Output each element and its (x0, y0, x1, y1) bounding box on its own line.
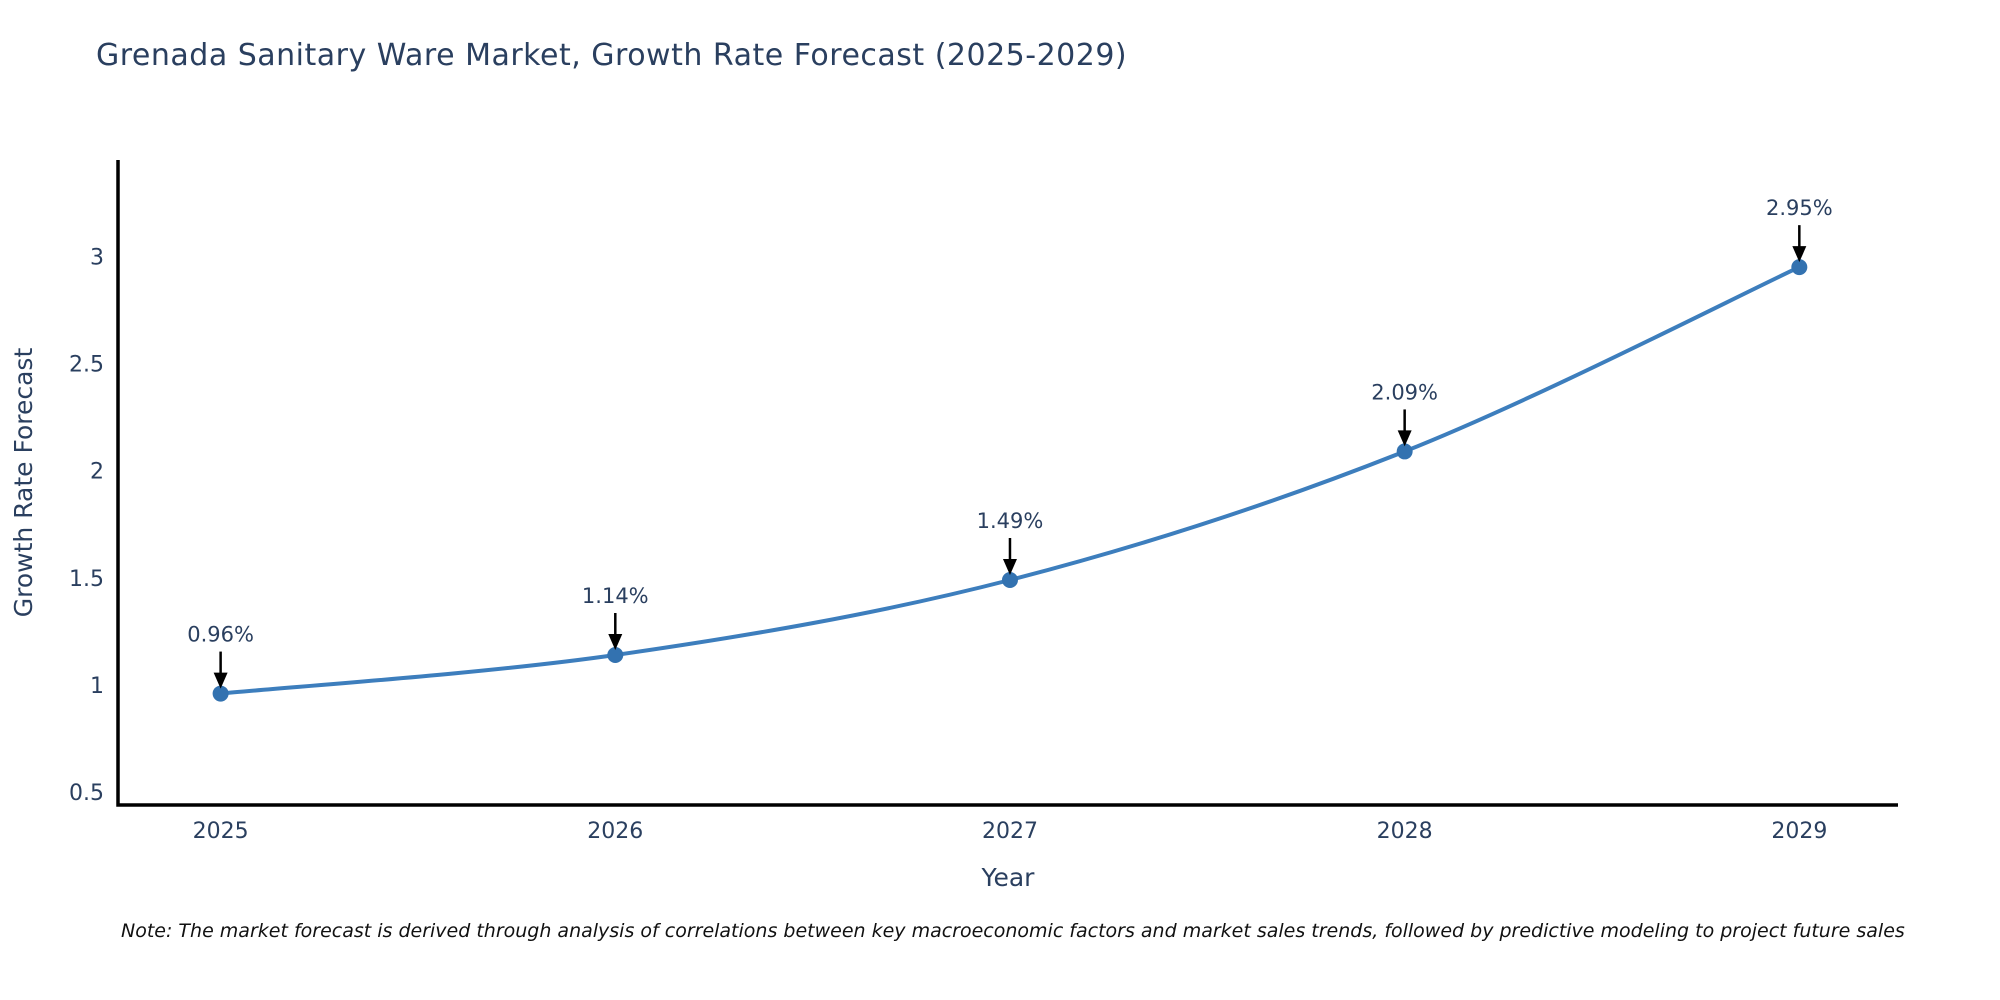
annotation-label: 1.49% (977, 509, 1044, 533)
y-tick-label: 2.5 (69, 353, 104, 378)
x-tick-label: 2026 (587, 819, 643, 844)
y-tick-label: 2 (90, 460, 104, 485)
annotation-label: 1.14% (582, 584, 649, 608)
annotation-arrow-head (1792, 246, 1807, 263)
annotation-arrow-head (1002, 559, 1017, 575)
y-tick-label: 0.5 (69, 781, 104, 806)
annotation-arrow-head (1397, 430, 1412, 447)
annotation-label: 0.96% (187, 623, 254, 647)
annotation-arrow-head (213, 672, 228, 689)
x-tick-label: 2028 (1377, 819, 1433, 844)
series-line (218, 265, 1802, 696)
x-tick-label: 2025 (193, 819, 249, 844)
annotation-label: 2.09% (1371, 380, 1438, 404)
x-tick-label: 2029 (1771, 819, 1827, 844)
y-tick-label: 3 (90, 245, 104, 270)
x-axis-title: Year (981, 863, 1036, 892)
y-tick-label: 1 (90, 674, 104, 699)
data-point-marker (607, 647, 624, 663)
chart-title: Grenada Sanitary Ware Market, Growth Rat… (96, 38, 1128, 73)
data-point-marker (1791, 259, 1808, 276)
footnote: Note: The market forecast is derived thr… (121, 920, 1905, 942)
y-axis-title: Growth Rate Forecast (9, 348, 38, 618)
data-point-marker (212, 685, 229, 702)
data-point-marker (1396, 443, 1413, 460)
axes-lines (116, 160, 1898, 807)
annotation-arrow-head (608, 634, 623, 650)
y-tick-label: 1.5 (69, 567, 104, 592)
x-tick-label: 2027 (982, 819, 1038, 844)
data-point-marker (1001, 572, 1018, 588)
annotation-label: 2.95% (1766, 196, 1833, 220)
